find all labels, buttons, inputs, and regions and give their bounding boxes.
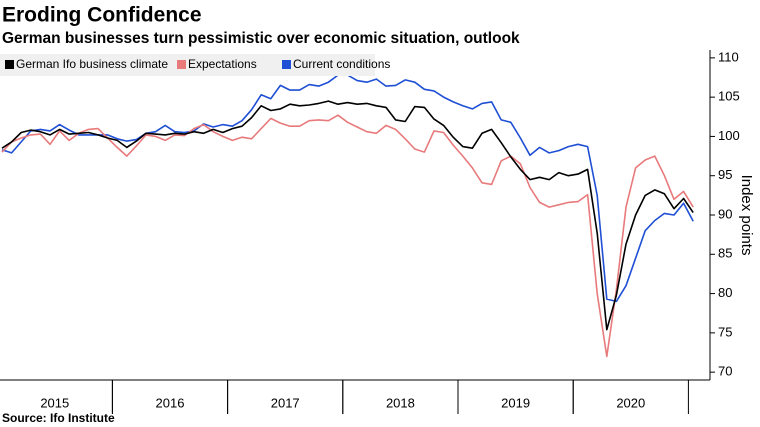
legend-label: German Ifo business climate <box>16 57 168 71</box>
x-tick-label: 2017 <box>271 395 300 410</box>
y-tick-label: 95 <box>718 167 732 182</box>
y-tick-label: 90 <box>718 206 732 221</box>
y-tick-label: 105 <box>718 89 740 104</box>
legend-label: Current conditions <box>293 57 390 71</box>
x-tick-label: 2018 <box>386 395 415 410</box>
chart-subtitle: German businesses turn pessimistic over … <box>2 30 520 47</box>
legend-swatch <box>177 60 186 69</box>
x-tick-label: 2016 <box>156 395 185 410</box>
chart-title: Eroding Confidence <box>2 4 202 27</box>
legend-label: Expectations <box>188 57 257 71</box>
x-tick-label: 2020 <box>616 395 645 410</box>
legend-box <box>0 54 375 76</box>
source: Source: Ifo Institute <box>2 411 115 425</box>
y-axis-label: Index points <box>738 175 755 256</box>
y-tick-label: 85 <box>718 246 732 261</box>
series-line <box>1 100 694 331</box>
y-tick-label: 75 <box>718 324 732 339</box>
x-tick-label: 2015 <box>40 395 69 410</box>
series-line <box>1 74 694 303</box>
legend-swatch <box>282 60 291 69</box>
y-tick-label: 70 <box>718 364 732 379</box>
y-tick-label: 80 <box>718 285 732 300</box>
y-tick-label: 110 <box>718 49 739 64</box>
legend-swatch <box>5 60 14 69</box>
legend: German Ifo business climate Expectations C… <box>0 54 390 76</box>
y-tick-label: 100 <box>718 128 740 143</box>
x-tick-label: 2019 <box>501 395 530 410</box>
series-line <box>1 114 694 358</box>
